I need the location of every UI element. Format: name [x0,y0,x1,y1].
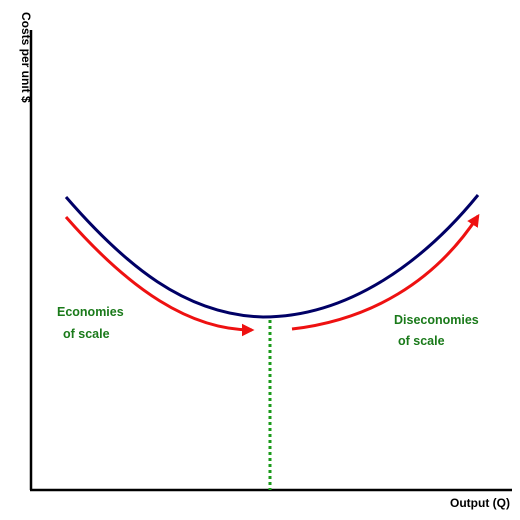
economies-label-line2: of scale [63,327,110,341]
diseconomies-label-line1: Diseconomies [394,313,479,327]
diseconomies-label-line2: of scale [398,334,445,348]
x-axis-label: Output (Q) [450,496,510,510]
economies-label-line1: Economies [57,305,124,319]
average-cost-curve [64,194,480,319]
diseconomies-arrow [291,213,480,331]
economies-arrow [64,216,255,337]
y-axis-label: Costs per unit $ [19,12,33,103]
